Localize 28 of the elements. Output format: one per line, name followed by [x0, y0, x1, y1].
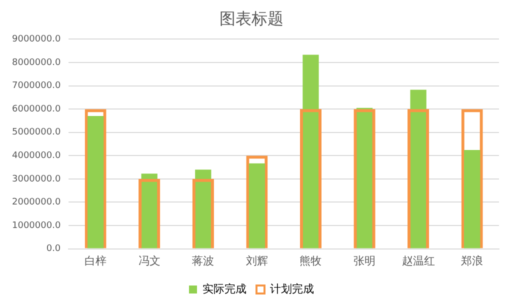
- bar: [410, 90, 426, 248]
- y-tick-label: 9000000.0: [12, 34, 61, 45]
- y-tick-label: 8000000.0: [12, 58, 61, 68]
- x-tick-label: 张明: [354, 254, 376, 268]
- y-tick-label: 3000000.0: [12, 174, 61, 184]
- bar: [87, 116, 104, 248]
- chart-title: 图表标题: [220, 8, 284, 28]
- y-tick-label: 1000000.0: [12, 220, 61, 231]
- y-tick-label: 7000000.0: [12, 81, 61, 92]
- bar: [302, 54, 319, 248]
- bar: [464, 150, 480, 248]
- x-tick-label: 赵温红: [402, 254, 435, 268]
- bar: [195, 170, 212, 248]
- x-tick-label: 刘辉: [246, 254, 268, 268]
- y-tick-label: 4000000.0: [12, 150, 61, 161]
- y-tick-label: 6000000.0: [12, 104, 61, 114]
- bar: [141, 174, 158, 248]
- x-tick-label: 蒋波: [192, 254, 214, 268]
- y-tick-label: 5000000.0: [12, 128, 61, 138]
- bar: [248, 163, 266, 248]
- x-tick-label: 熊牧: [300, 254, 322, 268]
- x-tick-label: 冯文: [138, 254, 160, 268]
- y-tick-label: 2000000.0: [12, 198, 61, 208]
- y-tick-label: 0.0: [46, 244, 61, 254]
- legend-label: 实际完成: [202, 282, 246, 296]
- x-tick-label: 白梓: [84, 254, 107, 268]
- x-tick-label: 郑浪: [461, 254, 484, 268]
- legend-label: 计划完成: [270, 282, 314, 296]
